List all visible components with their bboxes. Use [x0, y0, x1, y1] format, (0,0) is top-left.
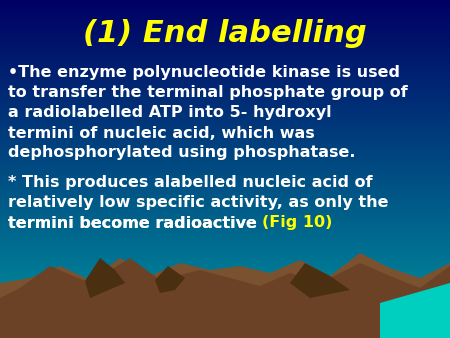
Text: (1) End labelling: (1) End labelling [83, 19, 367, 48]
Polygon shape [85, 258, 125, 298]
Polygon shape [290, 263, 350, 298]
Text: dephosphorylated using phosphatase.: dephosphorylated using phosphatase. [8, 145, 356, 161]
Polygon shape [0, 258, 450, 338]
Text: termini become radioactive: termini become radioactive [8, 216, 262, 231]
Text: •The enzyme polynucleotide kinase is used: •The enzyme polynucleotide kinase is use… [8, 66, 400, 80]
Text: * This produces alabelled nucleic acid of: * This produces alabelled nucleic acid o… [8, 175, 373, 191]
Polygon shape [0, 253, 450, 338]
Polygon shape [380, 283, 450, 338]
Polygon shape [155, 266, 185, 293]
Polygon shape [0, 318, 450, 338]
Text: to transfer the terminal phosphate group of: to transfer the terminal phosphate group… [8, 86, 408, 100]
Text: termini become radioactive: termini become radioactive [8, 216, 262, 231]
Text: a radiolabelled ATP into 5- hydroxyl: a radiolabelled ATP into 5- hydroxyl [8, 105, 332, 121]
Text: relatively low specific activity, as only the: relatively low specific activity, as onl… [8, 195, 388, 211]
Text: (Fig 10): (Fig 10) [262, 216, 333, 231]
Text: termini of nucleic acid, which was: termini of nucleic acid, which was [8, 125, 315, 141]
